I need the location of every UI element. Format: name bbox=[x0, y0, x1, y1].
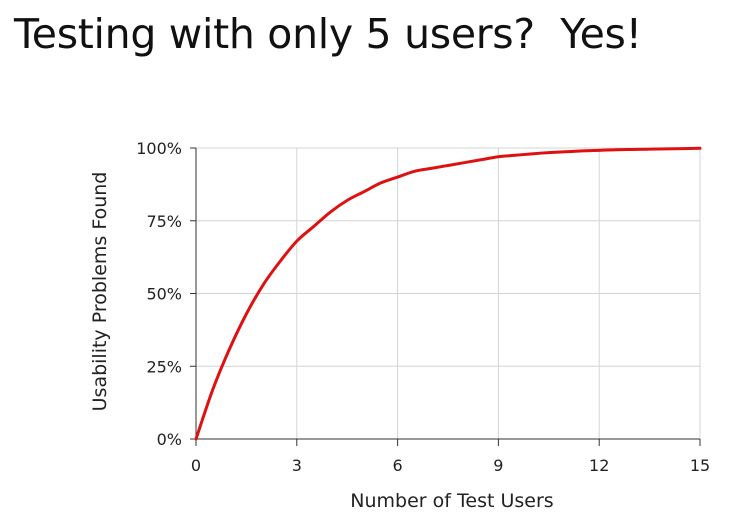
x-tick-label: 9 bbox=[493, 456, 503, 475]
x-tick-label: 15 bbox=[690, 456, 710, 475]
series bbox=[194, 146, 702, 441]
x-tick-label: 6 bbox=[393, 456, 403, 475]
x-tick-label: 12 bbox=[589, 456, 609, 475]
y-tick-label: 75% bbox=[146, 212, 182, 231]
grid bbox=[196, 147, 701, 439]
y-tick-label: 25% bbox=[146, 357, 182, 376]
x-axis-label: Number of Test Users bbox=[350, 490, 553, 512]
series-line-0 bbox=[194, 146, 702, 441]
x-tick-label: 0 bbox=[191, 456, 201, 475]
y-tick-label: 100% bbox=[136, 139, 182, 158]
y-axis-label: Usability Problems Found bbox=[89, 172, 111, 412]
slide-title: Testing with only 5 users? Yes! bbox=[14, 10, 642, 58]
y-tick-label: 50% bbox=[146, 285, 182, 304]
y-tick-label: 0% bbox=[157, 430, 182, 449]
x-tick-label: 3 bbox=[292, 456, 302, 475]
tick-labels: 0% 25% 50% 75% 100% 0 3 6 9 12 15 bbox=[136, 139, 710, 475]
